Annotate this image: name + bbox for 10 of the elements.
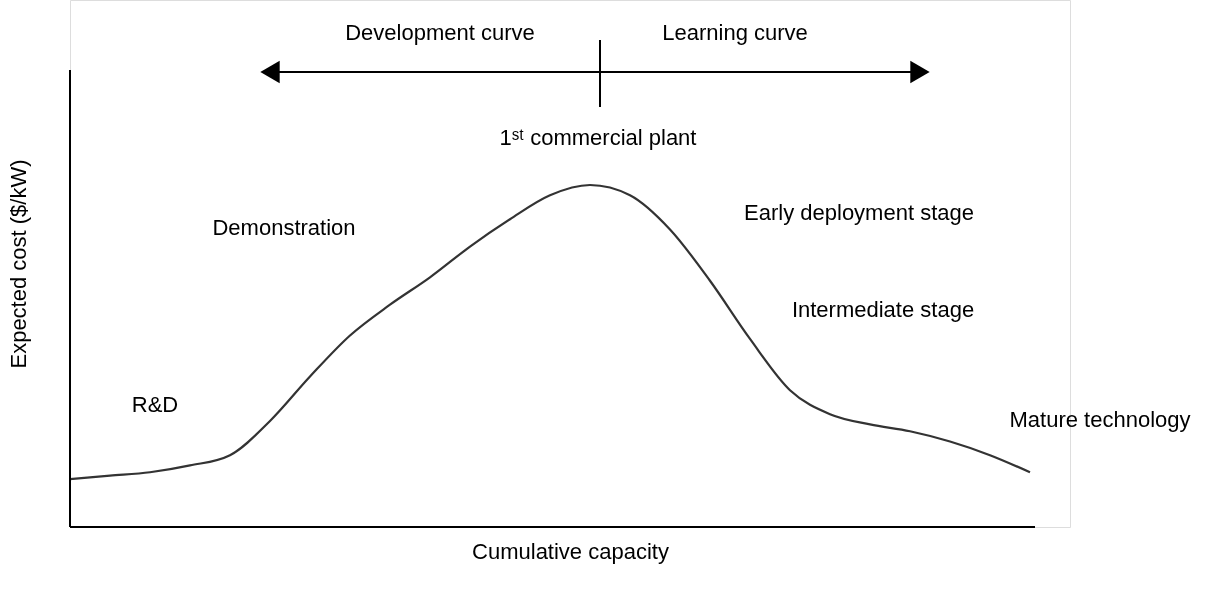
annotation: R&D <box>131 392 179 417</box>
text: Development curve <box>345 20 535 45</box>
text: Learning curve <box>662 20 808 45</box>
x-axis-title: Cumulative capacity <box>472 538 669 564</box>
annotation: Early deployment stage <box>744 200 974 225</box>
annotation: Demonstration <box>212 215 356 240</box>
y-axis-title: Expected cost ($/kW) <box>5 159 31 369</box>
text: 1ˢᵗ commercial plant <box>499 125 697 150</box>
annotation: Intermediate stage <box>791 297 975 322</box>
annotation: Mature technology <box>1009 407 1191 432</box>
